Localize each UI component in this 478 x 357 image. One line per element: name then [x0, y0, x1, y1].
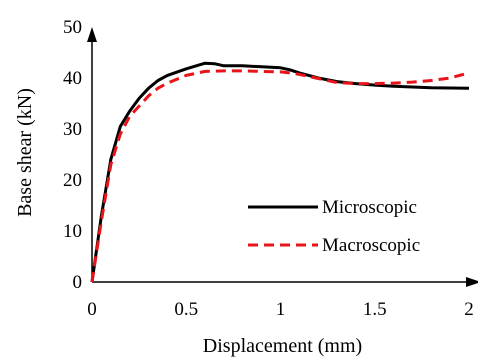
x-axis-label: Displacement (mm) — [203, 335, 362, 357]
series-line-macroscopic — [90, 69, 470, 283]
y-axis-arrow — [87, 27, 97, 42]
series-line-microscopic — [90, 61, 470, 283]
x-tick-label: 0.5 — [174, 299, 198, 320]
x-tick-label: 0 — [87, 299, 97, 320]
x-axis-arrow — [466, 277, 478, 287]
x-tick-label: 1 — [276, 299, 286, 320]
legend-label-microscopic: Microscopic — [322, 197, 417, 218]
y-tick-label: 40 — [63, 68, 82, 89]
y-tick-label: 10 — [63, 221, 82, 242]
y-tick-label: 20 — [63, 170, 82, 191]
x-tick-label: 2 — [464, 299, 474, 320]
y-tick-label: 0 — [73, 272, 83, 293]
legend: Microscopic Macroscopic — [248, 197, 420, 256]
y-tick-label: 30 — [63, 119, 82, 140]
y-axis-label: Base shear (kN) — [14, 88, 36, 217]
axes — [87, 27, 478, 287]
legend-label-macroscopic: Macroscopic — [322, 235, 420, 256]
y-tick-label: 50 — [63, 17, 82, 38]
x-tick-label: 1.5 — [363, 299, 387, 320]
series-layer — [90, 61, 470, 283]
